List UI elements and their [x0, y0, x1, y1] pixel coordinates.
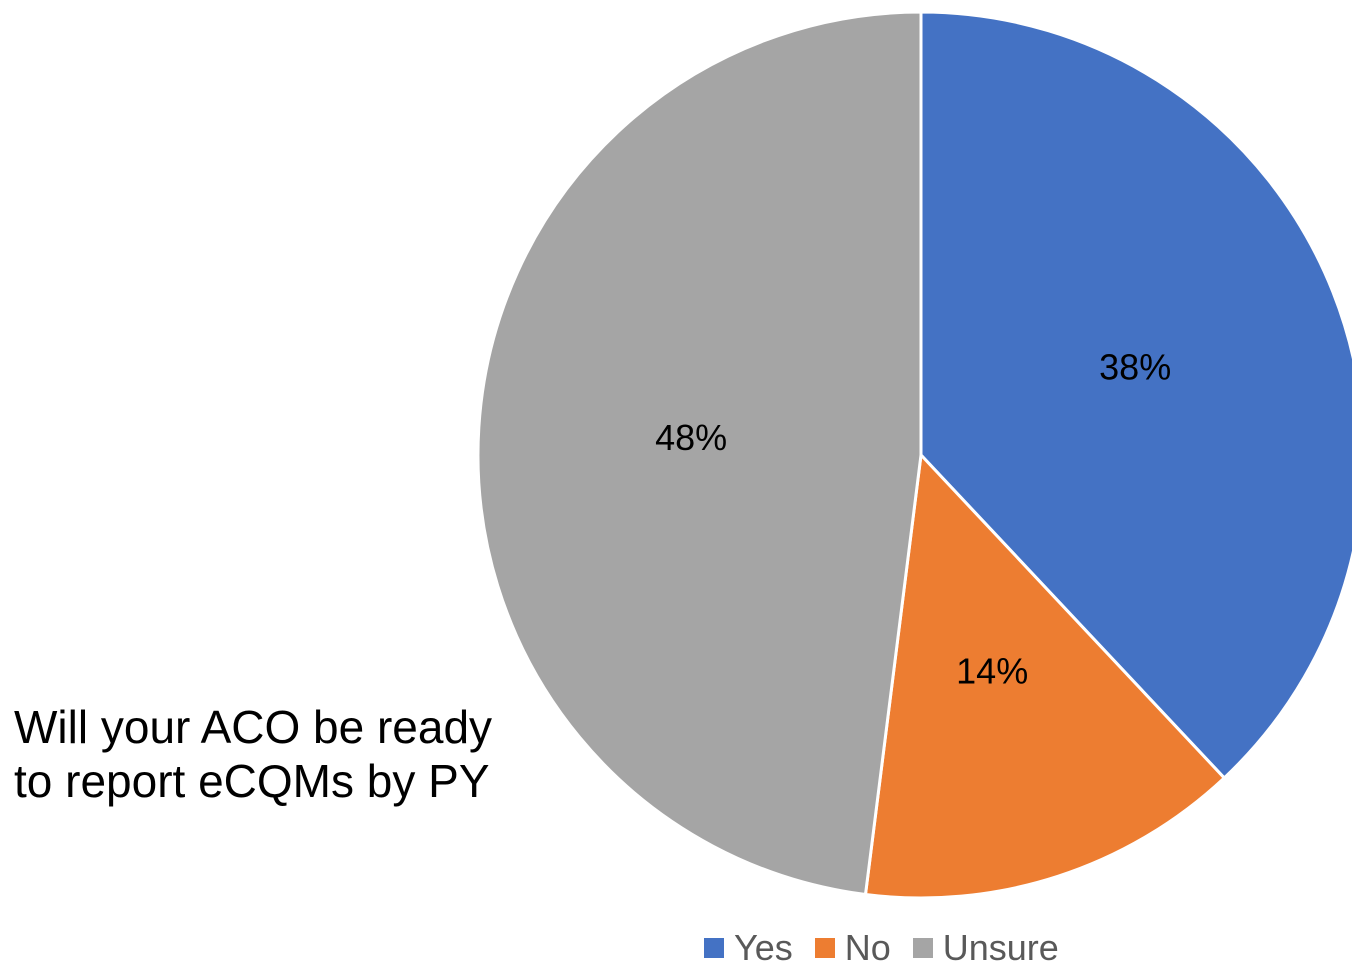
pie-data-labels: 38% 14% 48% — [655, 347, 1171, 692]
legend: Yes No Unsure — [704, 927, 1059, 966]
data-label-yes: 38% — [1099, 347, 1171, 388]
data-label-no: 14% — [956, 651, 1028, 692]
legend-label-no: No — [844, 927, 891, 966]
legend-swatch-no — [814, 938, 835, 958]
legend-item-yes: Yes — [704, 927, 793, 966]
legend-swatch-unsure — [912, 938, 933, 958]
pie-slices — [476, 10, 1352, 900]
chart-title: Will your ACO be ready to report eCQMs b… — [14, 700, 554, 809]
pie-slice-no — [863, 453, 1226, 900]
legend-item-unsure: Unsure — [912, 927, 1059, 966]
legend-label-yes: Yes — [734, 927, 793, 966]
pie-slice-unsure — [476, 10, 923, 897]
legend-label-unsure: Unsure — [942, 927, 1059, 966]
data-label-unsure: 48% — [655, 417, 727, 458]
legend-swatch-yes — [704, 938, 724, 958]
chart-title-line-2: to report eCQMs by PY — [14, 755, 490, 808]
legend-item-no: No — [814, 927, 891, 966]
chart-title-line-1: Will your ACO be ready — [14, 701, 493, 753]
pie-slice-yes — [919, 10, 1352, 780]
